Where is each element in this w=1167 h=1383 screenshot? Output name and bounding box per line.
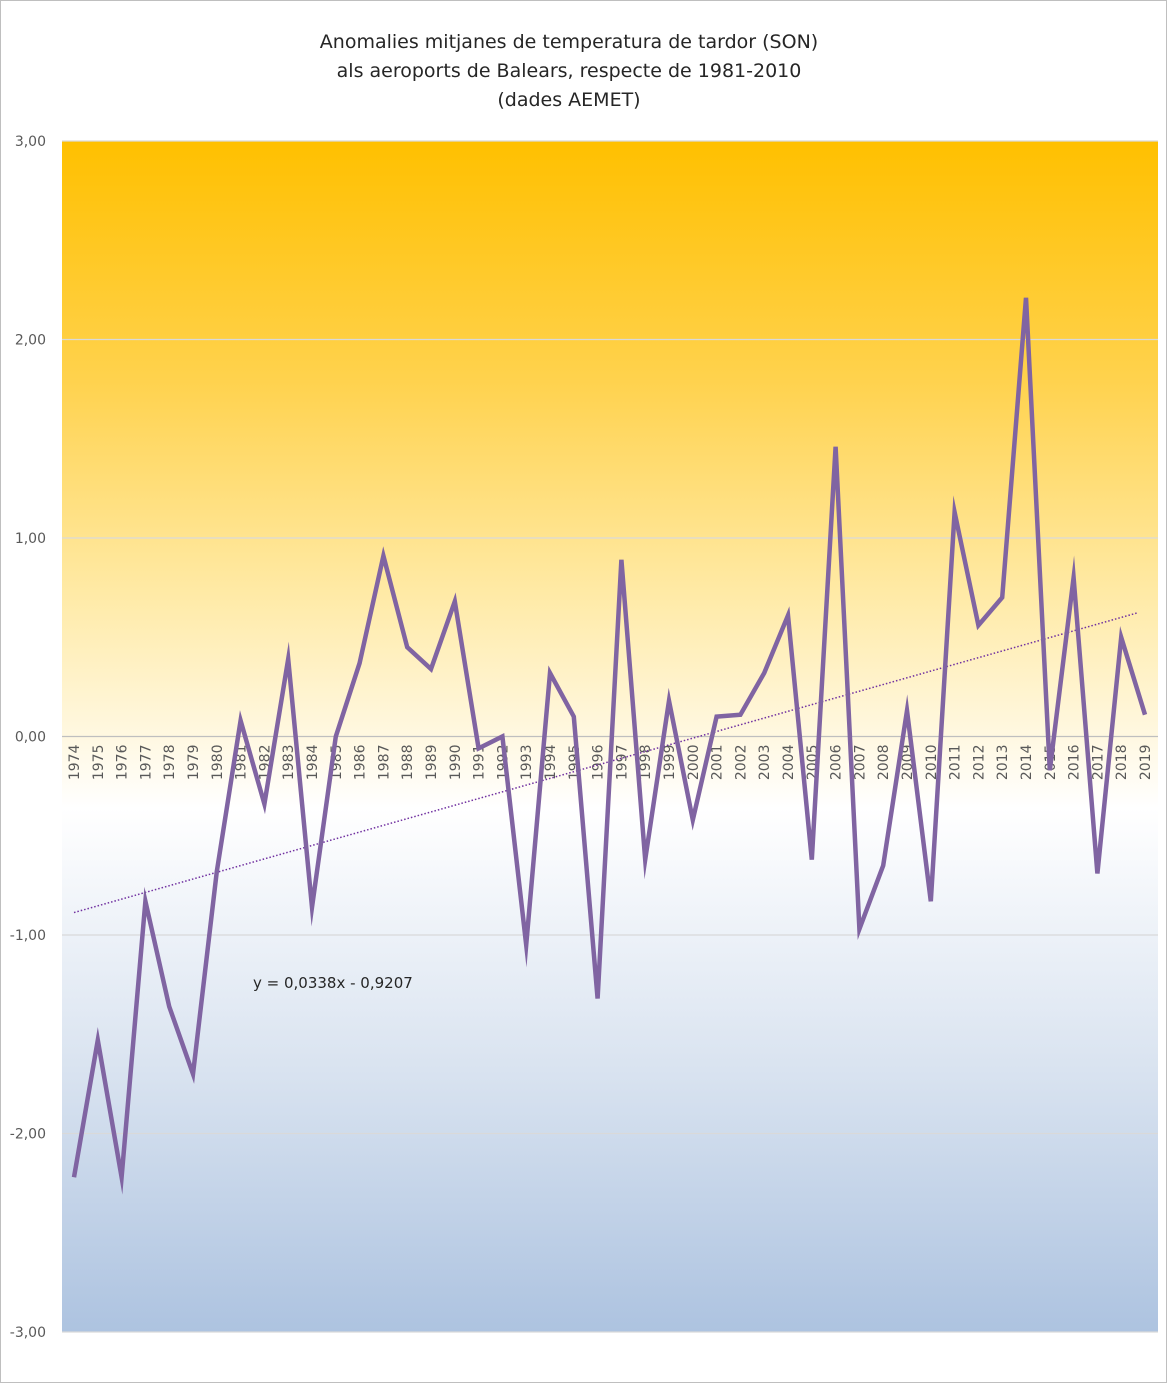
x-tick-label: 1978: [162, 745, 178, 781]
chart-title-line-1: Anomalies mitjanes de temperatura de tar…: [319, 31, 819, 53]
x-tick-label: 2018: [1114, 745, 1130, 781]
x-tick-label: 2013: [995, 744, 1011, 780]
y-tick-label: -3,00: [10, 1325, 46, 1341]
x-tick-label: 2004: [781, 744, 797, 780]
x-tick-label: 1983: [281, 745, 297, 781]
x-tick-label: 2019: [1138, 745, 1154, 781]
x-tick-label: 1991: [472, 745, 488, 781]
x-tick-label: 1997: [614, 745, 630, 781]
x-tick-label: 1999: [662, 745, 678, 781]
trendline-equation: y = 0,0338x - 0,9207: [253, 974, 413, 992]
y-tick-label: -1,00: [10, 928, 46, 944]
x-tick-label: 1989: [424, 745, 440, 781]
y-tick-label: -2,00: [10, 1127, 46, 1143]
y-axis: 3,00 2,00 1,00 0,00 -1,00 -2,00 -3,00: [10, 134, 46, 1341]
x-tick-label: 1987: [376, 745, 392, 781]
x-tick-label: 2014: [1019, 744, 1035, 780]
x-tick-label: 1979: [186, 745, 202, 781]
x-tick-label: 1974: [67, 744, 83, 780]
x-tick-label: 1988: [400, 745, 416, 781]
x-tick-label: 1986: [353, 744, 369, 780]
chart-title: Anomalies mitjanes de temperatura de tar…: [0, 28, 1138, 115]
x-tick-label: 2016: [1067, 744, 1083, 780]
y-tick-label: 1,00: [15, 531, 46, 547]
x-tick-label: 2006: [829, 744, 845, 780]
x-tick-label: 2001: [710, 745, 726, 781]
x-tick-label: 2002: [733, 745, 749, 781]
x-tick-label: 1977: [138, 745, 154, 781]
x-tick-label: 1998: [638, 745, 654, 781]
series-line: [71, 297, 1148, 1195]
y-tick-label: 2,00: [15, 333, 46, 349]
x-tick-label: 2011: [948, 745, 964, 781]
y-tick-label: 0,00: [15, 730, 46, 746]
x-tick-label: 2017: [1090, 745, 1106, 781]
x-tick-label: 2007: [852, 745, 868, 781]
y-tick-label: 3,00: [15, 134, 46, 150]
x-tick-label: 1996: [591, 744, 607, 780]
x-tick-label: 1984: [305, 744, 321, 780]
x-tick-label: 2012: [971, 745, 987, 781]
x-tick-label: 2010: [924, 745, 940, 781]
series-group: [71, 297, 1148, 1195]
x-tick-label: 1994: [543, 744, 559, 780]
x-tick-label: 1990: [448, 745, 464, 781]
x-tick-label: 2008: [876, 745, 892, 781]
x-tick-label: 1980: [210, 745, 226, 781]
x-tick-label: 1975: [91, 745, 107, 781]
x-tick-label: 1976: [115, 744, 131, 780]
x-tick-label: 2003: [757, 745, 773, 781]
x-tick-label: 2000: [686, 745, 702, 781]
chart-title-line-3: (dades AEMET): [497, 89, 641, 111]
gridlines: [62, 140, 1158, 1333]
x-tick-label: 1993: [519, 745, 535, 781]
chart-title-line-2: als aeroports de Balears, respecte de 19…: [336, 60, 802, 82]
